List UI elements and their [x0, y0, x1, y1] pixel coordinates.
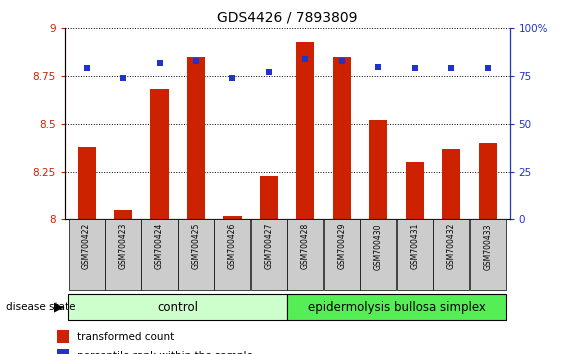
Bar [369, 120, 387, 219]
Text: GSM700429: GSM700429 [337, 223, 346, 269]
Bar [57, 330, 69, 343]
Text: GSM700424: GSM700424 [155, 223, 164, 269]
Bar [287, 219, 323, 290]
Point [228, 75, 237, 81]
Bar [68, 294, 287, 320]
Point [374, 64, 383, 69]
Bar [470, 219, 506, 290]
Text: control: control [157, 301, 198, 314]
Bar [479, 143, 497, 219]
Point [337, 58, 346, 64]
Bar [260, 176, 278, 219]
Bar [187, 57, 205, 219]
Text: GSM700427: GSM700427 [265, 223, 274, 269]
Bar [215, 219, 251, 290]
Text: percentile rank within the sample: percentile rank within the sample [77, 351, 253, 354]
Point [301, 56, 310, 62]
Bar [296, 42, 315, 219]
Point [191, 58, 200, 64]
Bar [360, 219, 396, 290]
Bar [114, 210, 132, 219]
Point [155, 60, 164, 65]
Text: GSM700432: GSM700432 [446, 223, 455, 269]
Text: ▶: ▶ [54, 301, 64, 314]
Title: GDS4426 / 7893809: GDS4426 / 7893809 [217, 10, 358, 24]
Bar [141, 219, 177, 290]
Bar [397, 219, 433, 290]
Text: epidermolysis bullosa simplex: epidermolysis bullosa simplex [307, 301, 485, 314]
Text: GSM700430: GSM700430 [374, 223, 383, 269]
Bar [105, 219, 141, 290]
Point [483, 65, 492, 71]
Text: GSM700433: GSM700433 [483, 223, 492, 269]
Text: transformed count: transformed count [77, 332, 175, 342]
Bar [324, 219, 360, 290]
Bar [442, 149, 461, 219]
Bar [333, 57, 351, 219]
Bar [433, 219, 469, 290]
Bar [405, 162, 424, 219]
Point [82, 65, 91, 71]
Text: GSM700431: GSM700431 [410, 223, 419, 269]
Bar [224, 216, 242, 219]
Point [410, 65, 419, 71]
Text: GSM700422: GSM700422 [82, 223, 91, 269]
Bar [150, 90, 169, 219]
Bar [251, 219, 287, 290]
Text: disease state: disease state [6, 302, 75, 312]
Point [119, 75, 128, 81]
Bar [69, 219, 105, 290]
Text: GSM700428: GSM700428 [301, 223, 310, 269]
Bar [78, 147, 96, 219]
Text: GSM700423: GSM700423 [119, 223, 128, 269]
Point [265, 69, 274, 75]
Text: GSM700425: GSM700425 [191, 223, 200, 269]
Bar [178, 219, 214, 290]
Point [446, 65, 455, 71]
Bar [57, 349, 69, 354]
Bar [287, 294, 506, 320]
Text: GSM700426: GSM700426 [228, 223, 237, 269]
